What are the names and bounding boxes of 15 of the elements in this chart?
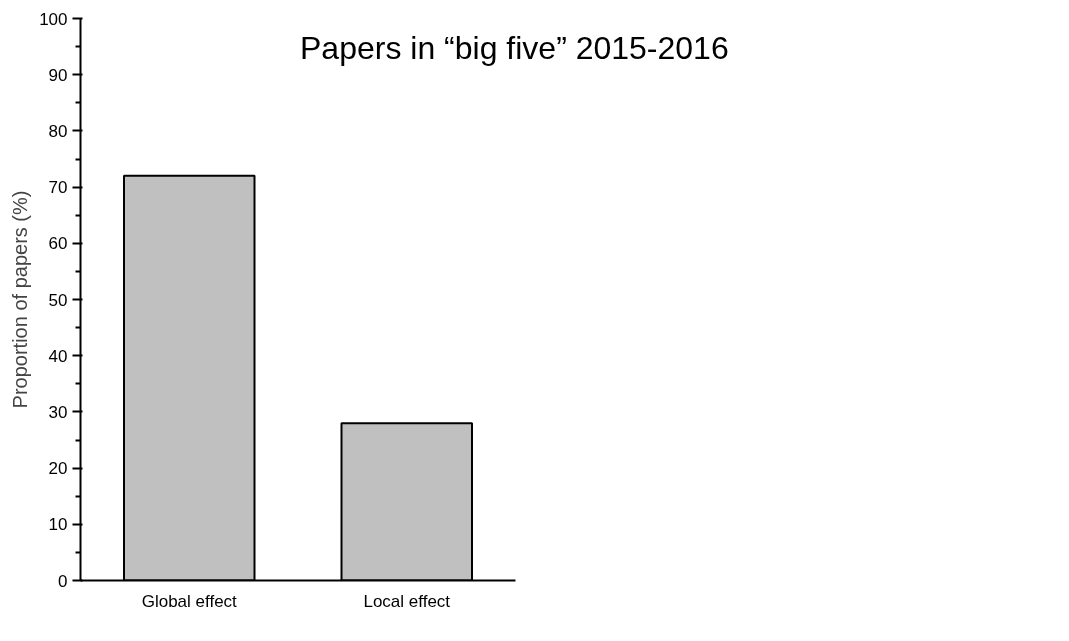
y-axis-title: Proportion of papers (%): [9, 190, 32, 409]
y-tick-label: 20: [48, 459, 68, 479]
y-tick-label: 10: [48, 515, 68, 535]
y-tick-label: 90: [48, 65, 68, 85]
y-tick-label: 30: [48, 402, 68, 422]
y-tick-label: 60: [48, 234, 68, 254]
y-tick-label: 50: [48, 290, 68, 310]
y-tick-label: 100: [39, 9, 68, 29]
y-tick-label: 0: [58, 571, 68, 591]
y-tick-label: 80: [48, 121, 68, 141]
y-tick-label: 70: [48, 178, 68, 198]
x-tick-label: Local effect: [363, 591, 451, 611]
x-tick-label: Global effect: [141, 591, 238, 611]
y-tick-label: 40: [48, 346, 68, 366]
chart-title: Papers in “big five” 2015-2016: [300, 29, 729, 68]
